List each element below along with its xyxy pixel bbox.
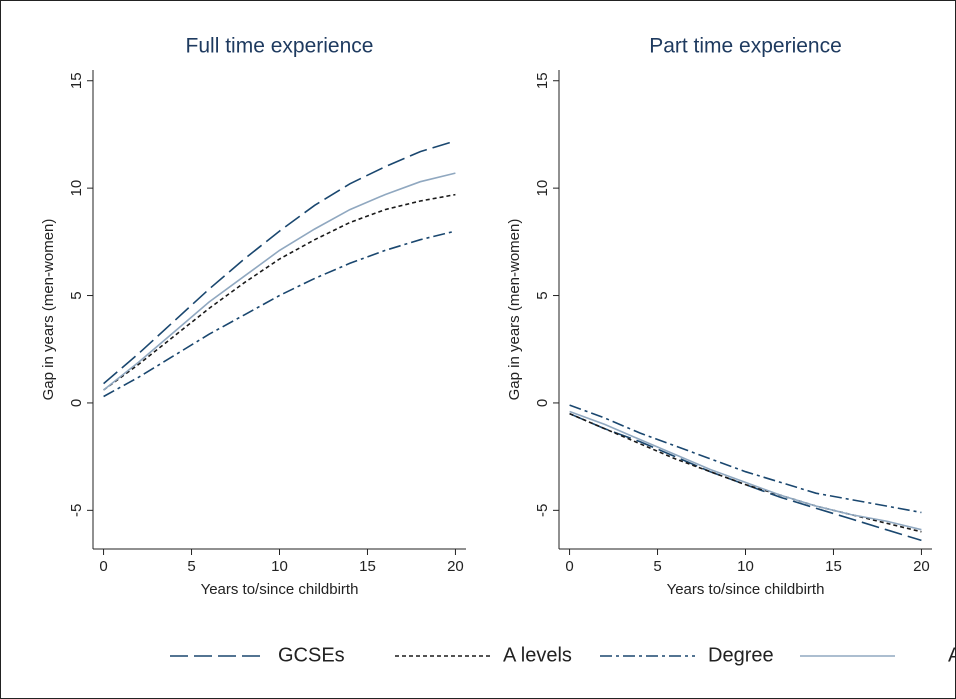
series-line: A levels (103, 193, 456, 391)
y-tick-label: 0 (534, 399, 551, 407)
chart-title: Full time experience (186, 35, 374, 58)
y-tick-label: 10 (68, 180, 85, 197)
y-axis-label: Gap in years (men-women) (506, 219, 523, 401)
y-axis-label: Gap in years (men-women) (40, 219, 57, 401)
y-tick-label: -5 (534, 504, 551, 517)
x-axis-label: Years to/since childbirth (201, 581, 359, 598)
x-axis-label: Years to/since childbirth (667, 581, 825, 598)
legend-label: All (948, 644, 956, 666)
x-tick-label: 10 (737, 558, 754, 575)
x-tick-label: 5 (653, 558, 661, 575)
y-tick-label: 15 (68, 72, 85, 89)
series-line: All (569, 410, 922, 531)
x-tick-label: 20 (447, 558, 464, 575)
x-tick-label: 0 (99, 558, 107, 575)
x-tick-label: 0 (565, 558, 573, 575)
x-tick-label: 20 (913, 558, 930, 575)
y-tick-label: 5 (68, 291, 85, 299)
x-tick-label: 15 (825, 558, 842, 575)
legend-label: GCSEs (278, 644, 345, 666)
series-line: Degree (569, 404, 922, 514)
y-tick-label: 10 (534, 180, 551, 197)
series-line: GCSEs (103, 140, 456, 385)
y-tick-label: 15 (534, 72, 551, 89)
series-line: Degree (103, 230, 456, 398)
y-tick-label: -5 (68, 504, 85, 517)
legend-label: Degree (708, 644, 774, 666)
y-tick-label: 0 (68, 399, 85, 407)
x-tick-label: 5 (187, 558, 195, 575)
series-line: All (103, 172, 456, 391)
x-tick-label: 10 (271, 558, 288, 575)
x-tick-label: 15 (359, 558, 376, 575)
legend-label: A levels (503, 644, 572, 666)
series-line: GCSEs (569, 412, 922, 542)
chart-title: Part time experience (649, 35, 842, 58)
y-tick-label: 5 (534, 291, 551, 299)
